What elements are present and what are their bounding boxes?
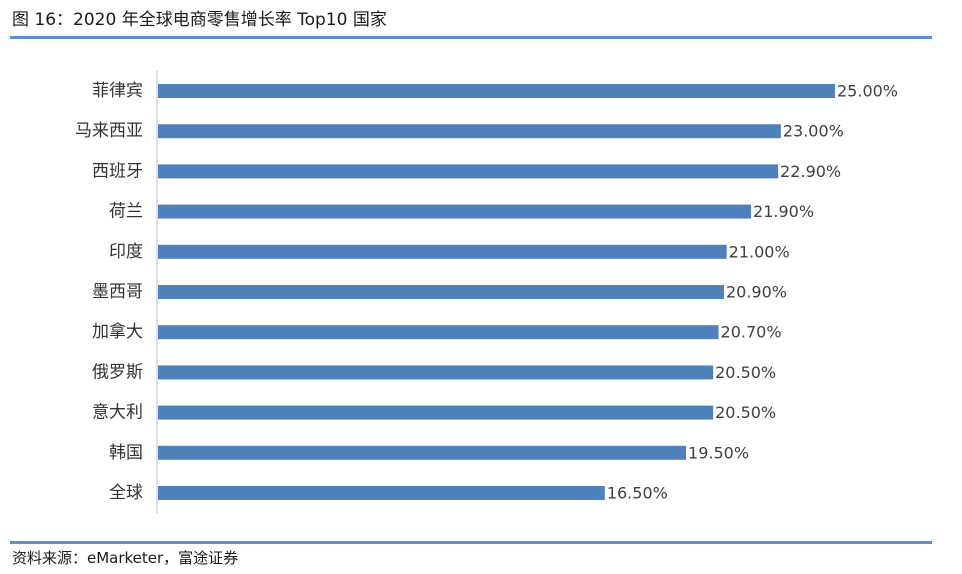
bar bbox=[158, 84, 835, 98]
top-rule bbox=[10, 36, 932, 39]
bar bbox=[158, 204, 752, 219]
bar bbox=[158, 365, 714, 380]
data-label: 16.50% bbox=[607, 484, 668, 503]
bar bbox=[158, 244, 727, 259]
data-label: 21.00% bbox=[729, 242, 790, 261]
category-label: 马来西亚 bbox=[75, 121, 143, 141]
category-label: 西班牙 bbox=[92, 161, 143, 181]
data-label: 20.70% bbox=[721, 323, 782, 342]
bar-chart: 菲律宾 25.00% 马来西亚 23.00% 西班牙 22.90% 荷兰 21.90% 印度 21… bbox=[75, 70, 898, 514]
bottom-rule bbox=[10, 541, 932, 544]
source-note: 资料来源：eMarketer，富途证券 bbox=[12, 549, 239, 567]
bar bbox=[158, 325, 719, 340]
bar bbox=[158, 164, 779, 179]
bar bbox=[158, 445, 687, 460]
category-label: 俄罗斯 bbox=[92, 362, 143, 382]
bar bbox=[158, 124, 781, 139]
figure-title: 图 16：2020 年全球电商零售增长率 Top10 国家 bbox=[12, 10, 387, 30]
category-label: 意大利 bbox=[92, 403, 143, 423]
category-label: 印度 bbox=[109, 242, 143, 262]
data-label: 25.00% bbox=[837, 82, 898, 101]
category-label: 荷兰 bbox=[109, 202, 143, 222]
category-label: 全球 bbox=[109, 483, 143, 503]
data-label: 20.50% bbox=[715, 363, 776, 382]
data-label: 20.90% bbox=[726, 283, 787, 302]
data-label: 21.90% bbox=[753, 202, 814, 221]
bar bbox=[158, 405, 714, 420]
category-label: 加拿大 bbox=[92, 321, 143, 342]
data-label: 22.90% bbox=[780, 162, 841, 181]
data-label: 23.00% bbox=[783, 122, 844, 141]
bar bbox=[158, 285, 724, 299]
data-label: 19.50% bbox=[688, 443, 749, 462]
category-label: 墨西哥 bbox=[92, 282, 143, 302]
bar bbox=[158, 486, 605, 500]
category-label: 韩国 bbox=[109, 443, 143, 463]
data-label: 20.50% bbox=[715, 403, 776, 422]
category-label: 菲律宾 bbox=[92, 81, 143, 101]
